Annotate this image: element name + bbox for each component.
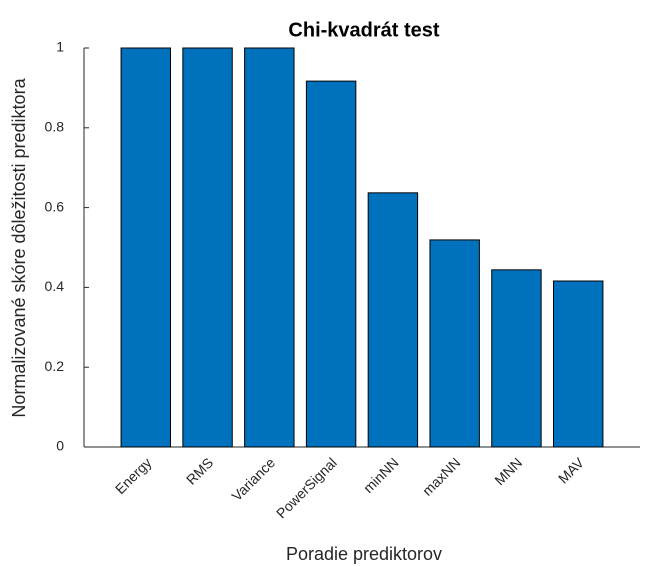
bar bbox=[491, 269, 542, 448]
x-tick-label: Energy bbox=[112, 454, 155, 497]
y-tick-label: 0.2 bbox=[45, 358, 65, 374]
bar bbox=[429, 239, 480, 448]
bar bbox=[367, 192, 419, 448]
x-tick-label: minNN bbox=[360, 454, 402, 496]
y-axis-label: Normalizované skóre dôležitosti predikto… bbox=[9, 77, 29, 417]
y-tick-label: 1 bbox=[56, 39, 64, 55]
y-tick-label: 0.8 bbox=[45, 119, 65, 135]
bar bbox=[120, 47, 171, 448]
bar bbox=[244, 47, 295, 448]
bar bbox=[182, 47, 233, 448]
x-tick-label: maxNN bbox=[419, 454, 463, 498]
bar bbox=[305, 80, 357, 448]
x-tick-label: Variance bbox=[228, 454, 278, 504]
x-tick-label: MNN bbox=[491, 454, 525, 488]
x-tick-label: RMS bbox=[183, 454, 216, 487]
x-tick-label: PowerSignal bbox=[273, 454, 340, 521]
y-tick-label: 0.6 bbox=[45, 198, 65, 214]
x-tick-label: MAV bbox=[555, 454, 587, 486]
y-tick-label: 0.4 bbox=[45, 278, 65, 294]
y-tick-label: 0 bbox=[56, 438, 64, 454]
x-axis-label: Poradie prediktorov bbox=[286, 544, 442, 564]
bar bbox=[553, 280, 604, 448]
chart-title: Chi-kvadrát test bbox=[288, 19, 439, 41]
